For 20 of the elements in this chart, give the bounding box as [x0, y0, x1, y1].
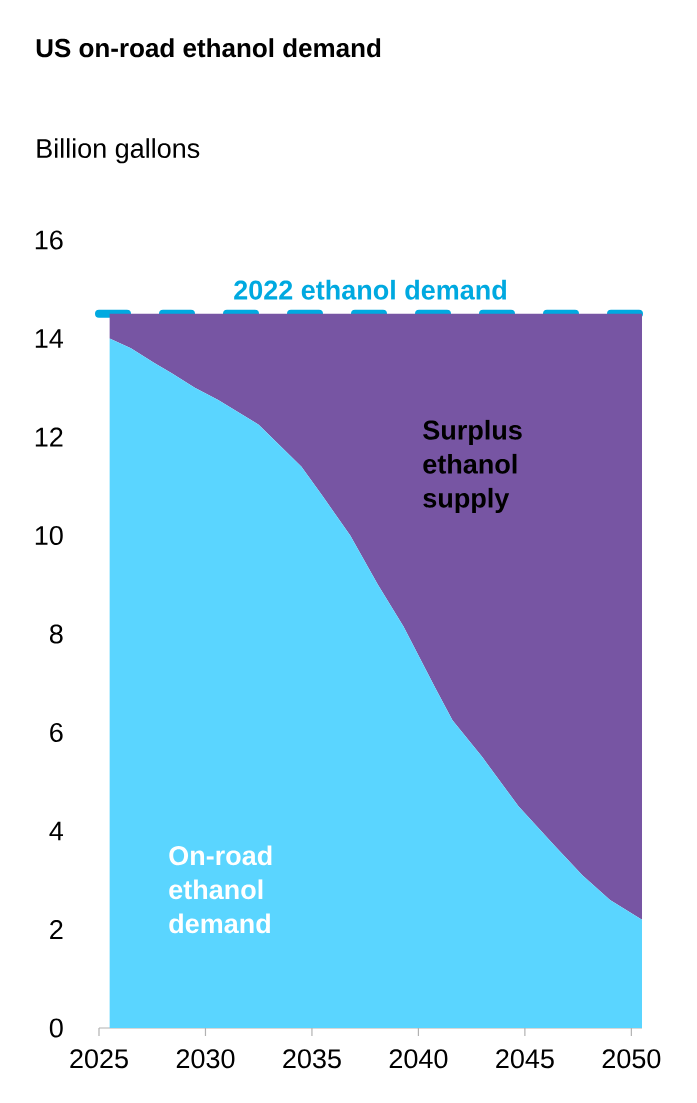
series-label: On-road ethanol demand [169, 845, 272, 934]
x-tick-label: 2025 [70, 1049, 128, 1069]
y-tick-label: 14 [35, 329, 64, 348]
x-tick-label: 2035 [283, 1049, 341, 1069]
chart-title: US on-road ethanol demand [36, 38, 381, 58]
x-tick-label: 2030 [176, 1049, 235, 1069]
x-tick-label: 2040 [389, 1049, 448, 1069]
x-tick-label: 2050 [602, 1049, 661, 1069]
y-tick-label: 4 [49, 821, 64, 841]
y-tick-label: 10 [35, 525, 63, 546]
y-tick-label: 6 [50, 722, 63, 743]
series-label: Surplus ethanol supply [423, 419, 522, 514]
y-tick-label: 2 [50, 920, 63, 939]
y-tick-label: 0 [49, 1018, 63, 1038]
y-tick-label: 8 [49, 624, 63, 644]
y-tick-label: 16 [35, 230, 63, 250]
y-tick-label: 12 [35, 427, 63, 447]
y-axis-title: Billion gallons [37, 138, 200, 164]
ref-line-label: 2022 ethanol demand [234, 279, 506, 300]
x-tick-label: 2045 [496, 1049, 554, 1069]
